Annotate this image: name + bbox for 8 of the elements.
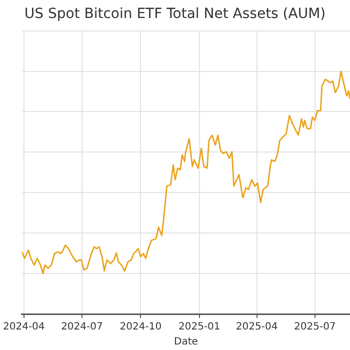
x-tick-label: 2024-04: [2, 322, 45, 333]
x-tick-label: 2024-10: [120, 322, 162, 333]
x-tick-label: 2024-07: [61, 322, 103, 333]
chart-title: US Spot Bitcoin ETF Total Net Assets (AUM): [24, 6, 326, 22]
x-tick-label: 2025-01: [178, 322, 220, 333]
x-tick-label: 2025-07: [294, 322, 336, 333]
x-tick-label: 2025-04: [236, 322, 278, 333]
x-axis-title: Date: [174, 336, 198, 348]
